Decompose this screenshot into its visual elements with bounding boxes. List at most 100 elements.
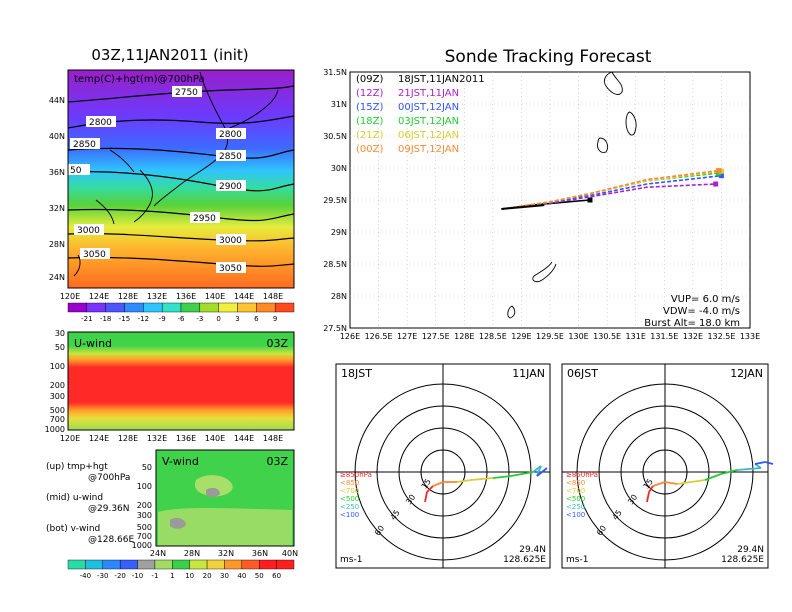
lon-label: 131.5E	[650, 332, 678, 341]
lon-label: 136E	[176, 434, 196, 443]
hodograph-lon: 128.625E	[503, 555, 546, 565]
level-legend-item: <100	[566, 511, 585, 519]
colorbar-swatch	[137, 559, 156, 570]
svg-text:(09Z): (09Z)	[356, 74, 383, 85]
level-legend-item: <500	[566, 495, 585, 503]
colorbar-label: 40	[237, 572, 246, 580]
pressure-label: 50	[142, 463, 152, 472]
colorbar-label: 3	[235, 315, 239, 323]
tracking-legend: (09Z) 18JST,11JAN2011 (12Z) 21JST,11JAN (1…	[356, 74, 485, 155]
pressure-label: 100	[50, 362, 65, 371]
colorbar-label: 10	[185, 572, 194, 580]
lon-label: 132E	[683, 332, 703, 341]
colorbar-label: -30	[97, 572, 108, 580]
colorbar-swatch	[241, 559, 260, 570]
svg-text:09JST,12JAN: 09JST,12JAN	[398, 144, 459, 155]
level-legend-item: <100	[340, 511, 359, 519]
colorbar-label: -12	[138, 315, 149, 323]
level-legend-item: <850	[566, 479, 585, 487]
colorbar-label: 60	[272, 572, 281, 580]
svg-text:21JST,11JAN: 21JST,11JAN	[398, 88, 459, 99]
track-end-marker	[718, 168, 724, 174]
colorbar-label: 9	[273, 315, 277, 323]
lon-label: 133E	[740, 332, 760, 341]
colorbar-label: -20	[114, 572, 125, 580]
lon-label: 132.5E	[707, 332, 735, 341]
lon-label: 130E	[568, 332, 588, 341]
colorbar-swatch	[143, 302, 163, 313]
colorbar-swatch	[154, 559, 173, 570]
hodograph-trace	[704, 473, 722, 481]
legend-entry-21Z: (21Z) 06JST,12JAN	[356, 130, 459, 141]
contour-label: 2950	[193, 214, 216, 224]
note-bot-lon: @128.66E	[88, 535, 134, 545]
colorbar-swatch	[189, 559, 208, 570]
lon-label: 128E	[454, 332, 474, 341]
vdw-label: VDW= -4.0 m/s	[663, 306, 740, 317]
pressure-label: 700	[137, 532, 152, 541]
track-end-marker	[716, 170, 722, 176]
level-legend-item: <250	[340, 503, 359, 511]
colorbar-swatch	[102, 559, 121, 570]
colorbar-swatch	[86, 302, 106, 313]
level-legend-item: <250	[566, 503, 585, 511]
uwind-pressure-labels: 30 50 100 200 300 500 700 1000	[45, 329, 65, 434]
vwind-title: V-wind	[162, 455, 199, 468]
colorbar-swatch	[276, 559, 295, 570]
lon-label: 132E	[147, 434, 167, 443]
lon-label: 128.5E	[479, 332, 507, 341]
tracking-annotations: VUP= 6.0 m/s VDW= -4.0 m/s Burst Alt= 18…	[644, 294, 740, 329]
hodograph-unit: ms-1	[566, 555, 588, 565]
legend-entry-15Z: (15Z) 00JST,12JAN	[356, 102, 459, 113]
hodograph-trace	[432, 481, 444, 487]
vwind-panel: V-wind 03Z 50 100 200 300 500 700 1000 2…	[132, 449, 298, 558]
hodograph-trace	[690, 479, 706, 483]
pressure-label: 50	[55, 343, 65, 352]
pressure-label: 300	[137, 511, 152, 520]
map-lat-labels: 44N 40N 36N 32N 28N 24N	[49, 96, 65, 282]
lon-label: 140E	[205, 434, 225, 443]
temperature-colorbar: -21 -18 -15 -12 -9 -6 -3 0 3 6 9	[67, 302, 295, 323]
lat-label: 31.5N	[323, 68, 347, 77]
note-bot: (bot) v-wind	[46, 524, 100, 534]
lon-label: 131E	[626, 332, 646, 341]
uwind-time: 03Z	[266, 337, 288, 350]
svg-text:(15Z): (15Z)	[356, 102, 383, 113]
svg-text:(18Z): (18Z)	[356, 116, 383, 127]
contour-label: 3000	[77, 226, 100, 236]
lat-label: 24N	[49, 273, 65, 282]
vwind-time: 03Z	[266, 455, 288, 468]
colorbar-label: -18	[100, 315, 111, 323]
vwind-frame	[155, 449, 295, 547]
uwind-title: U-wind	[74, 337, 112, 350]
legend-entry-09Z: (09Z) 18JST,11JAN2011	[356, 74, 485, 85]
lat-label: 29N	[331, 228, 347, 237]
panel-notes: (up) tmp+hgt @700hPa (mid) u-wind @29.36…	[46, 462, 134, 545]
lon-label: 144E	[234, 292, 254, 301]
svg-text:00JST,12JAN: 00JST,12JAN	[398, 102, 459, 113]
lon-label: 148E	[263, 434, 283, 443]
tracking-coastline	[507, 71, 637, 319]
hodograph-trace	[470, 477, 494, 481]
note-mid: (mid) u-wind	[46, 493, 103, 503]
colorbar-swatch	[172, 559, 190, 570]
hodograph-date: 12JAN	[730, 367, 763, 380]
vwind-pressure-labels: 50 100 200 300 500 700 1000	[132, 463, 152, 550]
lat-label: 28N	[331, 292, 347, 301]
uwind-field	[68, 332, 294, 430]
pressure-label: 200	[50, 381, 65, 390]
tracking-grid	[350, 72, 750, 328]
colorbar-swatch	[256, 302, 276, 313]
colorbar-label: 6	[254, 315, 259, 323]
uwind-panel: U-wind 03Z 30 50 100 200 300 500 700 100…	[45, 329, 295, 443]
pressure-label: 1000	[132, 541, 152, 550]
colorbar-label: 1	[170, 572, 174, 580]
lon-label: 124E	[89, 434, 109, 443]
lat-label: 28.5N	[323, 260, 347, 269]
lon-label: 124E	[89, 292, 109, 301]
hodograph-trace	[664, 481, 678, 485]
lat-label: 31N	[331, 100, 347, 109]
lon-label: 148E	[263, 292, 283, 301]
svg-text:(21Z): (21Z)	[356, 130, 383, 141]
track-end-marker	[718, 173, 724, 179]
